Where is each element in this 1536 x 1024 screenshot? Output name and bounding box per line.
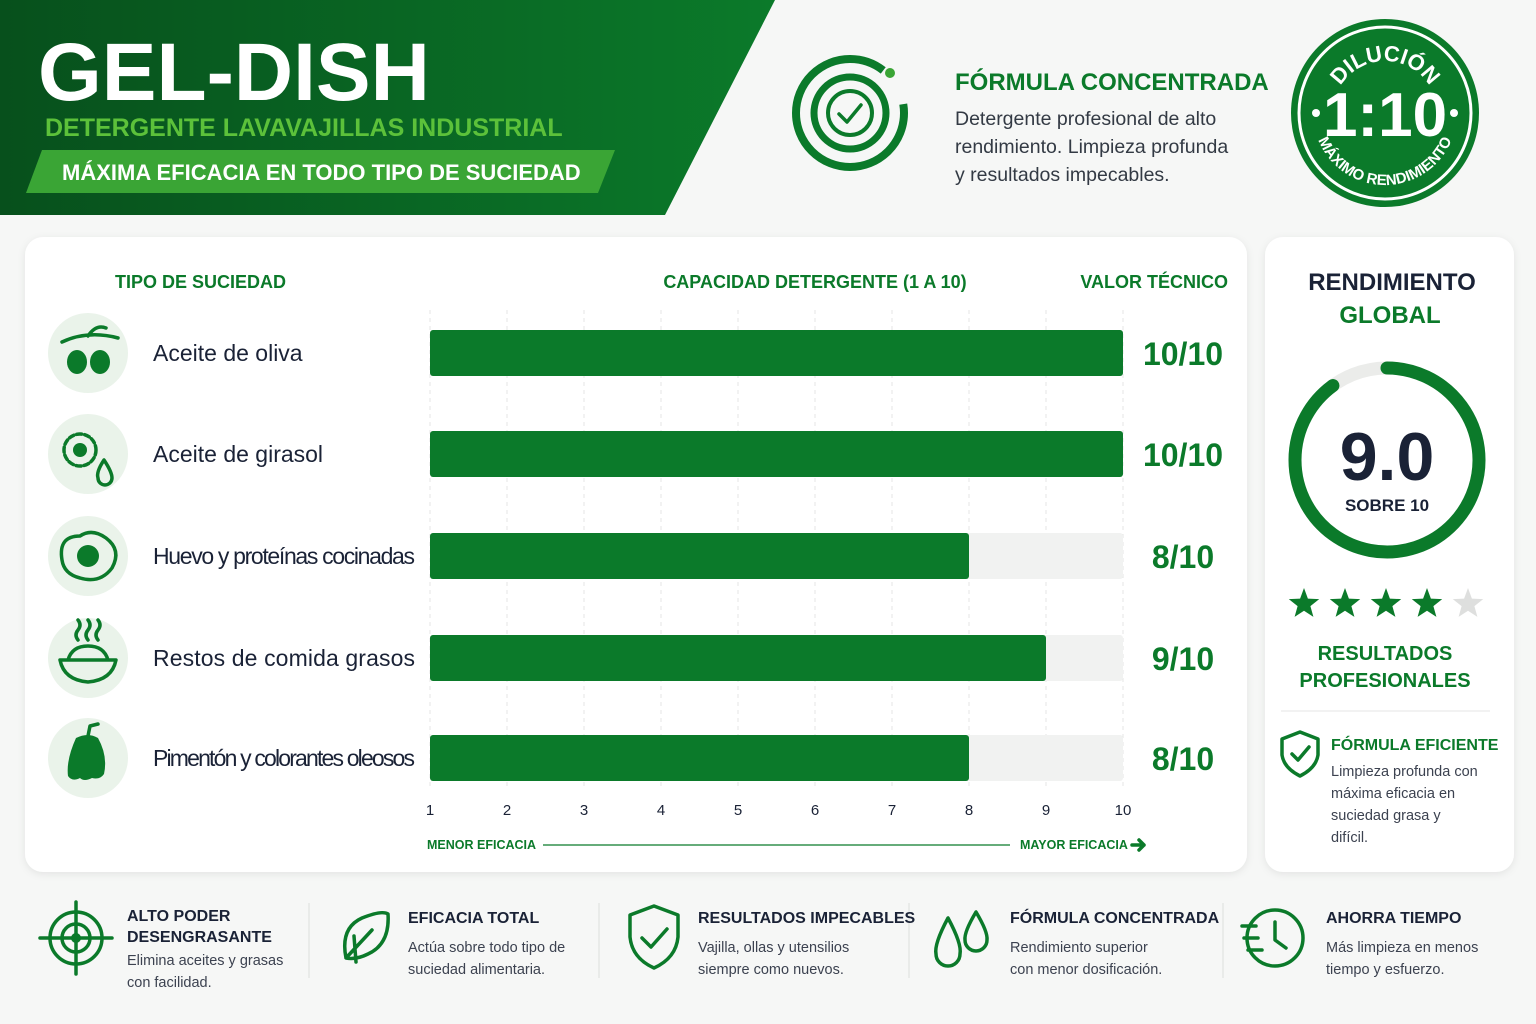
gauge-title: RENDIMIENTO <box>1308 269 1476 296</box>
tagline-ribbon <box>26 150 615 193</box>
feature-line: con facilidad. <box>127 975 212 991</box>
rating-star <box>1370 588 1402 617</box>
feature-title: FÓRMULA CONCENTRADA <box>1010 908 1220 927</box>
note-line: Limpieza profunda con <box>1331 764 1478 780</box>
gauge-title: GLOBAL <box>1339 302 1440 329</box>
feature-line: Más limpieza en menos <box>1326 940 1478 956</box>
badge-ratio: 1:10 <box>1323 81 1447 150</box>
feature-title: EFICACIA TOTAL <box>408 910 539 927</box>
feature-title: ALTO PODER <box>127 908 231 925</box>
formula-title: FÓRMULA CONCENTRADA <box>955 68 1269 96</box>
bar <box>430 431 1123 477</box>
gauge-subtitle: SOBRE 10 <box>1345 496 1429 515</box>
note-line: suciedad grasa y <box>1331 808 1441 824</box>
note-line: difícil. <box>1331 830 1368 846</box>
x-tick-label: 6 <box>811 802 819 819</box>
x-tick-label: 3 <box>580 802 588 819</box>
bar <box>430 533 969 579</box>
rating-star <box>1452 588 1484 617</box>
chart-title: CAPACIDAD DETERGENTE (1 A 10) <box>663 272 966 292</box>
rating-star <box>1329 588 1361 617</box>
x-tick-label: 9 <box>1042 802 1050 819</box>
feature-icons <box>38 900 1305 976</box>
feature-line: suciedad alimentaria. <box>408 962 545 978</box>
bar <box>430 735 969 781</box>
x-tick-label: 7 <box>888 802 896 819</box>
feature-line: con menor dosificación. <box>1010 962 1162 978</box>
shield-icon <box>1280 730 1320 778</box>
x-tick-label: 5 <box>734 802 742 819</box>
feature-title: RESULTADOS IMPECABLES <box>698 910 916 927</box>
value-label: 10/10 <box>1143 437 1223 473</box>
bar <box>430 330 1123 376</box>
feature-line: tiempo y esfuerzo. <box>1326 962 1444 978</box>
note-line: máxima eficacia en <box>1331 786 1455 802</box>
feature-line: siempre como nuevos. <box>698 962 844 978</box>
value-label: 10/10 <box>1143 336 1223 372</box>
annotation-arrow <box>1130 838 1146 852</box>
value-label: 8/10 <box>1152 539 1214 575</box>
subtitle: DETERGENTE LAVAVAJILLAS INDUSTRIAL <box>45 114 563 142</box>
value-header: VALOR TÉCNICO <box>1080 271 1228 292</box>
category-label: Huevo y proteínas cocinadas <box>153 543 415 569</box>
feature-line: Vajilla, ollas y utensilios <box>698 940 849 956</box>
gauge-value: 9.0 <box>1340 419 1435 495</box>
rating-star <box>1288 588 1320 617</box>
feature-line: Elimina aceites y grasas <box>127 953 283 969</box>
formula-icon <box>792 55 908 171</box>
rating-star <box>1411 588 1443 617</box>
x-tick-label: 2 <box>503 802 511 819</box>
dilution-badge <box>1291 19 1479 207</box>
formula-line: Detergente profesional de alto <box>955 108 1216 130</box>
annotation-high: MAYOR EFICACIA <box>1020 838 1128 852</box>
x-tick-label: 1 <box>426 802 434 819</box>
formula-line: rendimiento. Limpieza profunda <box>955 136 1228 158</box>
formula-line: y resultados impecables. <box>955 164 1170 186</box>
note-title: FÓRMULA EFICIENTE <box>1331 735 1499 754</box>
feature-line: Actúa sobre todo tipo de <box>408 940 565 956</box>
gauge-arc <box>1288 361 1486 559</box>
tagline: MÁXIMA EFICACIA EN TODO TIPO DE SUCIEDAD <box>62 160 581 185</box>
category-header: TIPO DE SUCIEDAD <box>115 272 286 292</box>
category-label: Aceite de girasol <box>153 441 323 467</box>
category-label: Pimentón y colorantes oleosos <box>153 745 415 771</box>
x-tick-label: 8 <box>965 802 973 819</box>
annotation-low: MENOR EFICACIA <box>427 838 536 852</box>
title: GEL-DISH <box>38 27 430 118</box>
value-label: 8/10 <box>1152 741 1214 777</box>
results-text: PROFESIONALES <box>1299 670 1470 692</box>
category-label: Aceite de oliva <box>153 340 303 366</box>
feature-title: AHORRA TIEMPO <box>1326 910 1461 927</box>
category-label: Restos de comida grasos <box>153 645 415 671</box>
value-label: 9/10 <box>1152 641 1214 677</box>
feature-line: Rendimiento superior <box>1010 940 1148 956</box>
row-icons <box>48 313 128 798</box>
x-tick-label: 10 <box>1115 802 1132 819</box>
feature-title: DESENGRASANTE <box>127 929 272 946</box>
bar <box>430 635 1046 681</box>
x-tick-label: 4 <box>657 802 665 819</box>
results-text: RESULTADOS <box>1318 643 1453 665</box>
